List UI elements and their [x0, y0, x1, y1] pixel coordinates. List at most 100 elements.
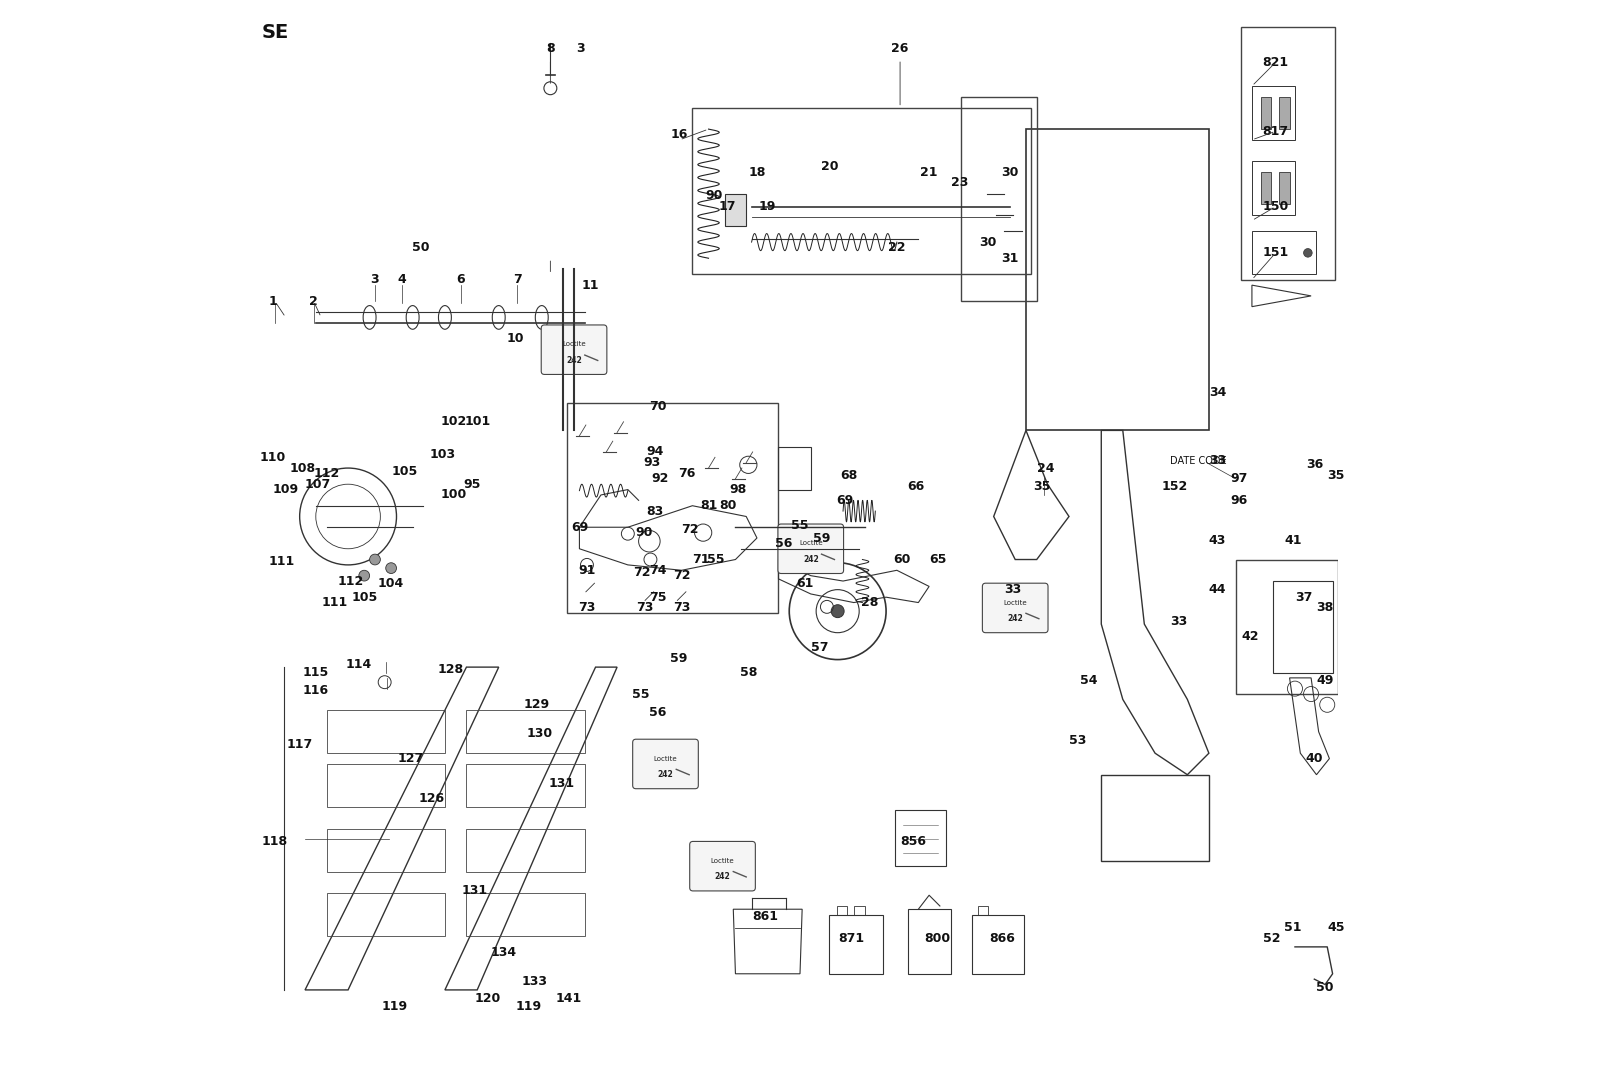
Text: 33: 33 [1170, 615, 1187, 628]
Text: 20: 20 [821, 160, 838, 173]
Bar [829, 915, 883, 974]
Text: 130: 130 [526, 727, 552, 740]
Bar [467, 829, 586, 872]
Text: 2: 2 [309, 295, 318, 308]
Text: 151: 151 [1262, 246, 1288, 259]
Text: 111: 111 [322, 596, 349, 609]
Text: 51: 51 [1285, 921, 1301, 934]
Text: 242: 242 [803, 555, 819, 564]
Text: Loctite: Loctite [710, 858, 734, 864]
Bar [779, 447, 811, 490]
Text: 134: 134 [491, 946, 517, 959]
Bar [1242, 27, 1334, 280]
Bar [1251, 86, 1294, 140]
Text: 33: 33 [1210, 454, 1226, 467]
Text: 42: 42 [1242, 631, 1259, 643]
Text: SE: SE [261, 23, 288, 42]
Text: 856: 856 [899, 835, 926, 848]
Text: 102: 102 [440, 415, 467, 428]
Bar [854, 906, 864, 915]
Text: 120: 120 [475, 992, 501, 1005]
Circle shape [370, 554, 381, 565]
Text: 56: 56 [650, 706, 667, 719]
Text: 242: 242 [715, 873, 731, 881]
Text: 74: 74 [650, 564, 667, 577]
Text: 19: 19 [758, 200, 776, 213]
Text: 4: 4 [397, 273, 406, 286]
Text: 45: 45 [1326, 921, 1344, 934]
Text: 65: 65 [930, 553, 947, 566]
Text: 38: 38 [1317, 601, 1334, 614]
Text: 107: 107 [306, 478, 331, 491]
Text: 111: 111 [269, 555, 294, 568]
Text: 75: 75 [650, 591, 667, 604]
Text: 50: 50 [413, 241, 430, 254]
Text: 71: 71 [693, 553, 710, 566]
Text: 105: 105 [350, 591, 378, 604]
Bar [1261, 97, 1272, 129]
Text: 150: 150 [1262, 200, 1288, 213]
Text: 98: 98 [730, 483, 746, 496]
Text: 821: 821 [1262, 56, 1288, 69]
Bar [1235, 560, 1338, 694]
Text: 34: 34 [1210, 386, 1226, 399]
Text: 112: 112 [338, 575, 363, 587]
Text: 36: 36 [1306, 458, 1323, 471]
Bar [1261, 172, 1272, 204]
Text: Loctite: Loctite [798, 540, 822, 547]
FancyBboxPatch shape [982, 583, 1048, 633]
FancyBboxPatch shape [632, 739, 698, 789]
Text: 31: 31 [1002, 252, 1019, 265]
Text: 117: 117 [286, 738, 312, 751]
Text: 100: 100 [440, 489, 467, 501]
Text: 17: 17 [718, 200, 736, 213]
Text: 69: 69 [571, 521, 589, 534]
Text: 92: 92 [651, 472, 669, 485]
Text: DATE CODE: DATE CODE [1170, 455, 1227, 466]
Text: 68: 68 [840, 469, 858, 482]
Bar [962, 97, 1037, 301]
Text: 43: 43 [1210, 534, 1226, 547]
FancyBboxPatch shape [541, 325, 606, 374]
Text: 103: 103 [430, 448, 456, 461]
Text: 118: 118 [262, 835, 288, 848]
Text: 55: 55 [792, 519, 808, 532]
Text: 73: 73 [578, 601, 595, 614]
Bar [978, 906, 989, 915]
Text: 35: 35 [1326, 469, 1344, 482]
Text: 8: 8 [546, 42, 555, 55]
FancyBboxPatch shape [690, 841, 755, 891]
Text: 800: 800 [925, 932, 950, 945]
Bar [837, 906, 848, 915]
Text: 69: 69 [837, 494, 854, 507]
Text: 94: 94 [646, 445, 664, 458]
Text: 152: 152 [1162, 480, 1187, 493]
Text: 54: 54 [1080, 674, 1098, 686]
Text: 30: 30 [1002, 166, 1019, 179]
Text: 41: 41 [1285, 534, 1301, 547]
Text: Loctite: Loctite [1003, 599, 1027, 606]
Text: 16: 16 [670, 128, 688, 141]
Bar [1251, 161, 1294, 215]
Text: 61: 61 [797, 577, 814, 590]
Text: 6: 6 [456, 273, 466, 286]
Text: 28: 28 [861, 596, 878, 609]
Text: 21: 21 [920, 166, 938, 179]
Bar [326, 893, 445, 936]
Text: 72: 72 [674, 569, 690, 582]
Bar [907, 909, 950, 974]
Bar [467, 893, 586, 936]
Bar [1278, 172, 1290, 204]
Text: 22: 22 [888, 241, 906, 254]
Text: 105: 105 [392, 465, 418, 478]
Text: 44: 44 [1208, 583, 1226, 596]
Text: 73: 73 [637, 601, 654, 614]
Text: 242: 242 [658, 770, 674, 779]
Text: 104: 104 [378, 577, 405, 590]
Text: 115: 115 [302, 666, 330, 679]
Text: 83: 83 [646, 505, 664, 518]
Text: 26: 26 [891, 42, 909, 55]
Text: 108: 108 [290, 462, 315, 475]
Text: 30: 30 [979, 236, 997, 249]
Text: 72: 72 [634, 566, 651, 579]
